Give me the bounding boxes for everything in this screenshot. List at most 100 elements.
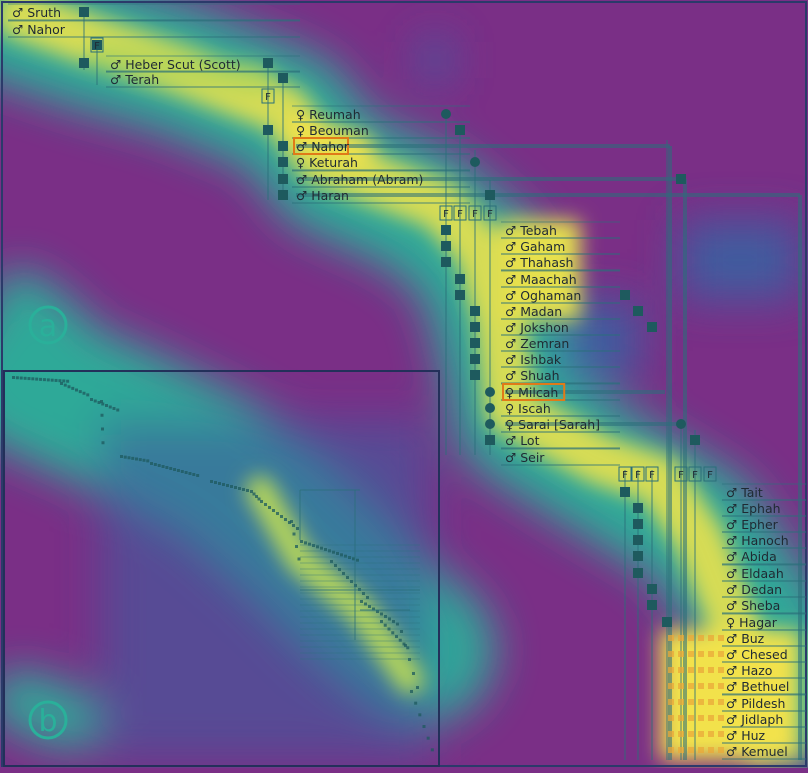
- matrix-cell-square[interactable]: [278, 174, 288, 184]
- matrix-cell-square[interactable]: [647, 584, 657, 594]
- matrix-cell-square[interactable]: [455, 274, 465, 284]
- person-label[interactable]: ♂ Kemuel: [726, 744, 788, 759]
- person-label[interactable]: ♂ Eldaah: [726, 566, 784, 581]
- person-label[interactable]: ♂ Jokshon: [505, 320, 569, 335]
- person-label[interactable]: ♂ Lot: [505, 433, 540, 448]
- person-name: Kemuel: [741, 744, 788, 759]
- person-label[interactable]: ♀ Beouman: [296, 123, 369, 138]
- person-label[interactable]: ♂ Abraham (Abram): [296, 172, 423, 187]
- matrix-cell-square[interactable]: [263, 125, 273, 135]
- overview-cell: [58, 379, 62, 383]
- matrix-cell-square[interactable]: [455, 125, 465, 135]
- person-label[interactable]: ♀ Keturah: [296, 155, 358, 170]
- person-label[interactable]: ♂ Ephah: [726, 501, 781, 516]
- matrix-cell-square[interactable]: [79, 7, 89, 17]
- matrix-cell-square[interactable]: [662, 617, 672, 627]
- person-label[interactable]: ♂ Zemran: [505, 336, 569, 351]
- matrix-cell-square[interactable]: [633, 551, 643, 561]
- overview-cell: [19, 376, 23, 380]
- person-label[interactable]: ♂ Seir: [505, 450, 545, 465]
- person-label[interactable]: ♂ Thahash: [505, 255, 573, 270]
- person-label[interactable]: ♂ Ishbak: [505, 352, 562, 367]
- person-label[interactable]: ♂ Pildesh: [726, 696, 785, 711]
- overview-cell: [430, 748, 434, 752]
- person-name: Hanoch: [741, 533, 788, 548]
- matrix-cell-square[interactable]: [647, 600, 657, 610]
- person-label[interactable]: ♂ Dedan: [726, 582, 782, 597]
- matrix-cell-square[interactable]: [485, 190, 495, 200]
- matrix-cell-square[interactable]: [470, 338, 480, 348]
- person-label[interactable]: ♂ Hanoch: [726, 533, 789, 548]
- matrix-cell-circle[interactable]: [485, 387, 495, 397]
- matrix-cell-square[interactable]: [633, 568, 643, 578]
- matrix-cell-circle[interactable]: [470, 157, 480, 167]
- person-label[interactable]: ♂ Gaham: [505, 239, 565, 254]
- matrix-cell-square[interactable]: [647, 322, 657, 332]
- matrix-cell-square[interactable]: [278, 73, 288, 83]
- overview-cell: [250, 490, 253, 493]
- family-marker-box: [618, 466, 632, 482]
- person-label[interactable]: ♂ Sheba: [726, 598, 780, 613]
- matrix-cell-square[interactable]: [441, 225, 451, 235]
- person-label[interactable]: ♂ Jidlaph: [726, 712, 783, 727]
- person-label[interactable]: ♀ Sarai [Sarah]: [505, 417, 600, 432]
- female-symbol-icon: ♀: [296, 123, 309, 138]
- person-label[interactable]: ♀ Milcah: [505, 385, 558, 400]
- matrix-cell-square[interactable]: [441, 257, 451, 267]
- matrix-cell-square[interactable]: [470, 306, 480, 316]
- person-label[interactable]: ♂ Tait: [726, 485, 763, 500]
- matrix-cell-square[interactable]: [633, 503, 643, 513]
- person-label[interactable]: ♂ Terah: [110, 72, 159, 87]
- matrix-cell-square[interactable]: [79, 58, 89, 68]
- matrix-cell-square[interactable]: [485, 435, 495, 445]
- matrix-cell-square[interactable]: [470, 370, 480, 380]
- matrix-cell-circle[interactable]: [485, 419, 495, 429]
- matrix-cell-square[interactable]: [633, 519, 643, 529]
- dense-cell: [698, 651, 704, 657]
- matrix-cell-circle[interactable]: [676, 419, 686, 429]
- matrix-cell-square[interactable]: [633, 535, 643, 545]
- matrix-cell-square[interactable]: [92, 40, 102, 50]
- person-label[interactable]: ♂ Buz: [726, 631, 765, 646]
- matrix-cell-circle[interactable]: [441, 109, 451, 119]
- matrix-cell-square[interactable]: [278, 190, 288, 200]
- person-label[interactable]: ♂ Heber Scut (Scott): [110, 57, 241, 72]
- matrix-cell-square[interactable]: [620, 290, 630, 300]
- matrix-cell-square[interactable]: [441, 241, 451, 251]
- matrix-cell-square[interactable]: [676, 174, 686, 184]
- matrix-cell-square[interactable]: [455, 290, 465, 300]
- person-label[interactable]: ♂ Sruth: [12, 5, 61, 20]
- person-label[interactable]: ♂ Oghaman: [505, 288, 581, 303]
- male-symbol-icon: ♂: [726, 712, 741, 727]
- matrix-cell-square[interactable]: [470, 322, 480, 332]
- person-label[interactable]: ♀ Iscah: [505, 401, 551, 416]
- person-label[interactable]: ♂ Haran: [296, 188, 349, 203]
- overview-cell: [288, 521, 291, 524]
- person-label[interactable]: ♂ Epher: [726, 517, 779, 532]
- matrix-cell-square[interactable]: [278, 157, 288, 167]
- person-label[interactable]: ♂ Huz: [726, 728, 766, 743]
- person-label[interactable]: ♂ Bethuel: [726, 679, 789, 694]
- person-label[interactable]: ♂ Nahor: [12, 22, 66, 37]
- matrix-cell-square[interactable]: [263, 58, 273, 68]
- matrix-cell-square[interactable]: [470, 354, 480, 364]
- matrix-cell-square[interactable]: [633, 306, 643, 316]
- family-marker-text: F: [265, 92, 271, 103]
- person-label[interactable]: ♂ Chesed: [726, 647, 788, 662]
- matrix-cell-square[interactable]: [690, 435, 700, 445]
- person-label[interactable]: ♀ Reumah: [296, 107, 361, 122]
- person-label[interactable]: ♀ Hagar: [726, 615, 778, 630]
- person-label[interactable]: ♂ Hazo: [726, 663, 772, 678]
- person-label[interactable]: ♂ Maachah: [505, 272, 577, 287]
- person-label[interactable]: ♂ Shuah: [505, 368, 560, 383]
- overview-cell: [86, 393, 90, 397]
- matrix-cell-circle[interactable]: [485, 403, 495, 413]
- overview-cell: [426, 736, 430, 740]
- matrix-cell-square[interactable]: [278, 141, 288, 151]
- person-label[interactable]: ♂ Tebah: [505, 223, 557, 238]
- matrix-cell-square[interactable]: [620, 487, 630, 497]
- person-name: Epher: [741, 517, 778, 532]
- person-label[interactable]: ♂ Nahor: [296, 139, 350, 154]
- person-label[interactable]: ♂ Madan: [505, 304, 562, 319]
- person-label[interactable]: ♂ Abida: [726, 549, 777, 564]
